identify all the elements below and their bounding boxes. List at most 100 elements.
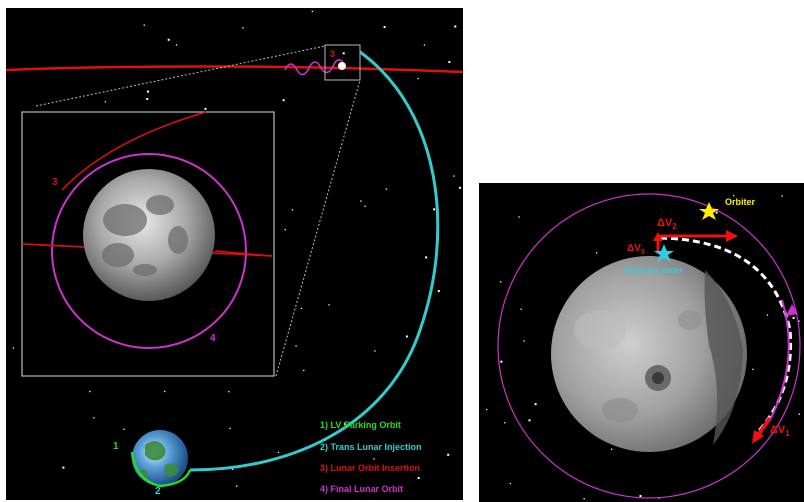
dv3-arrowhead xyxy=(653,232,663,241)
star xyxy=(447,453,450,456)
dv2-label: ΔV2 xyxy=(657,217,677,231)
dv3-subscript: 3 xyxy=(641,249,645,256)
star xyxy=(228,391,230,393)
small-moon xyxy=(338,62,346,70)
star xyxy=(143,24,145,26)
star xyxy=(534,403,537,406)
star xyxy=(89,390,91,393)
zoom-frame-small xyxy=(324,44,361,81)
legend-item-lv-parking: 1) LV Parking Orbit xyxy=(320,420,401,430)
star xyxy=(611,448,613,450)
star xyxy=(104,101,107,103)
star xyxy=(509,482,512,485)
dv3-label: ΔV3 xyxy=(627,243,645,256)
star xyxy=(204,107,207,110)
star xyxy=(528,419,531,422)
star xyxy=(231,468,234,470)
star xyxy=(284,229,286,231)
final-orbit-loops xyxy=(284,59,344,76)
orbiter-star xyxy=(699,202,719,220)
inset-insertion-line-overlay-right xyxy=(214,250,273,257)
star xyxy=(242,27,244,29)
trans-lunar-injection-path xyxy=(189,50,440,472)
inset-insertion-line-overlay xyxy=(21,243,84,248)
lunar-orbit-insertion-line xyxy=(5,65,464,74)
marker-3-inset: 3 xyxy=(52,177,58,188)
star xyxy=(328,304,330,306)
star xyxy=(360,200,362,202)
star xyxy=(417,77,419,80)
star xyxy=(500,281,502,283)
star xyxy=(437,290,440,293)
marker-3-small: 3 xyxy=(330,49,335,59)
zoom-connector-top xyxy=(35,45,326,107)
dv2-subscript: 2 xyxy=(672,222,677,231)
orbit-arc-purple xyxy=(769,299,790,421)
dv1-arrowhead xyxy=(752,430,764,444)
star xyxy=(277,451,280,453)
lander-label: Passive Lander xyxy=(624,266,683,275)
star xyxy=(792,317,795,319)
legend-item-lunar-insertion: 3) Lunar Orbit Insertion xyxy=(320,463,420,473)
lv-parking-orbit xyxy=(130,451,192,488)
marker-1-earth: 1 xyxy=(113,441,119,452)
star xyxy=(12,347,15,349)
star xyxy=(147,90,149,93)
star xyxy=(766,314,769,316)
inset-insertion-arc xyxy=(61,111,207,191)
star xyxy=(373,458,375,460)
star xyxy=(423,44,426,46)
dv2-text: ΔV xyxy=(657,217,673,229)
star xyxy=(454,25,457,28)
star xyxy=(295,345,297,347)
star xyxy=(374,350,376,352)
star xyxy=(458,186,461,189)
star xyxy=(798,320,800,322)
star xyxy=(639,495,642,497)
inset-moon-maria xyxy=(102,195,188,276)
star xyxy=(405,335,408,338)
lander-orbit xyxy=(497,193,801,499)
final-lunar-orbit xyxy=(51,153,247,349)
star xyxy=(62,466,65,469)
star xyxy=(583,498,585,500)
star xyxy=(303,369,305,372)
star xyxy=(93,417,95,419)
star xyxy=(146,98,149,100)
star xyxy=(425,256,428,259)
dv1-text: ΔV xyxy=(770,424,786,436)
right-moon xyxy=(551,256,747,452)
marker-4-inset: 4 xyxy=(210,333,216,344)
star xyxy=(523,340,525,342)
star xyxy=(311,10,313,13)
star xyxy=(453,175,455,177)
star xyxy=(733,195,735,197)
zoom-connector-bottom xyxy=(275,79,361,377)
dv1-label: ΔV1 xyxy=(770,424,790,438)
dv2-arrowhead xyxy=(726,230,738,242)
star xyxy=(300,307,303,310)
star xyxy=(229,427,231,430)
star xyxy=(500,360,503,363)
star xyxy=(164,390,166,393)
dv1-subscript: 1 xyxy=(785,429,790,438)
star xyxy=(236,485,238,487)
star xyxy=(596,252,598,254)
star xyxy=(417,477,420,479)
star xyxy=(781,195,783,197)
star xyxy=(520,308,522,310)
star xyxy=(486,408,488,411)
legend: 1) LV Parking Orbit 2) Trans Lunar Injec… xyxy=(320,420,422,494)
star xyxy=(167,38,170,41)
star xyxy=(752,368,754,370)
star xyxy=(282,99,285,102)
star xyxy=(798,413,800,415)
lander-star xyxy=(654,244,674,262)
star xyxy=(433,208,436,211)
inset-moon xyxy=(83,169,215,301)
star xyxy=(123,428,125,430)
dv3-text: ΔV xyxy=(627,243,641,254)
right-panel: Orbiter Passive Lander ΔV2 ΔV3 ΔV1 xyxy=(479,183,804,502)
orbit-direction-arrow xyxy=(786,304,798,316)
